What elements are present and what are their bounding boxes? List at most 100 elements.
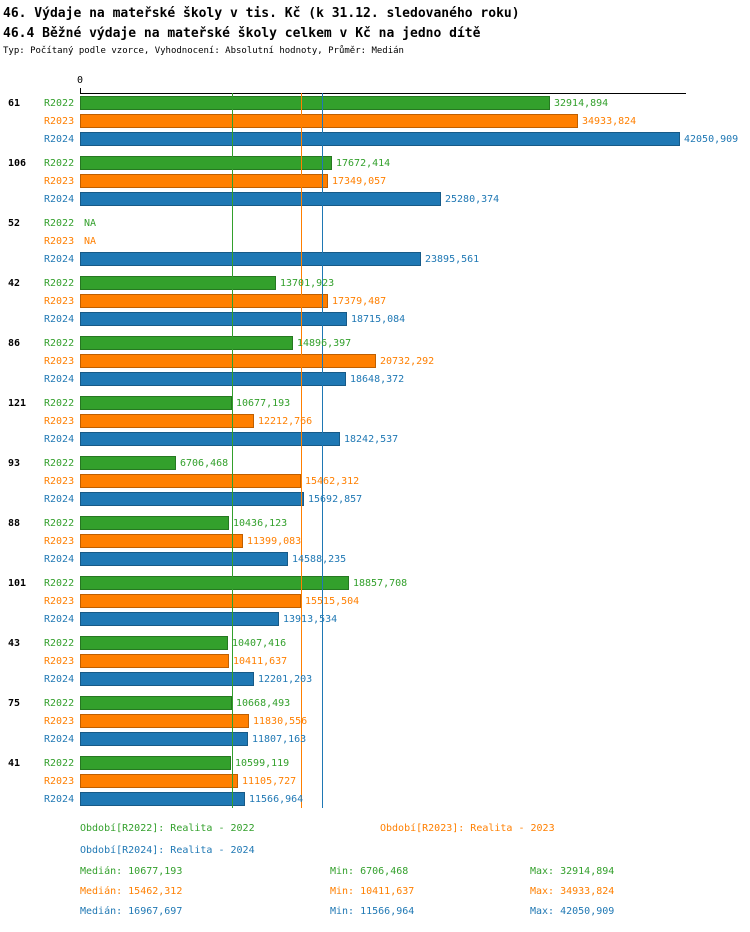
bar	[80, 594, 301, 608]
stat-median-r2022: Medián: 10677,193	[80, 866, 183, 877]
series-label: R2022	[44, 338, 75, 349]
bar-group: 52 R2022 NA R2023 NA R2024 23895,561	[0, 216, 750, 268]
bar-group-label: 41	[8, 758, 21, 769]
stat-max-r2022: Max: 32914,894	[530, 866, 615, 877]
bar-value-label: 10407,416	[232, 638, 287, 649]
bar-value-label: 15515,504	[305, 596, 360, 607]
bar-value-label: 10411,637	[233, 656, 288, 667]
series-label: R2024	[44, 374, 75, 385]
bar-group-label: 61	[8, 98, 21, 109]
chart-subtitle: 46.4 Běžné výdaje na mateřské školy celk…	[3, 26, 481, 41]
bar	[80, 174, 328, 188]
bar-row: R2022 10677,193	[0, 396, 750, 410]
bar	[80, 276, 276, 290]
bar-value-label: 14588,235	[292, 554, 347, 565]
bar-row: R2023 17349,057	[0, 174, 750, 188]
series-label: R2024	[44, 674, 75, 685]
bar-value-label: 17349,057	[332, 176, 387, 187]
bar-value-label: 20732,292	[380, 356, 435, 367]
bar	[80, 252, 421, 266]
series-label: R2024	[44, 434, 75, 445]
bar-group-label: 106	[8, 158, 27, 169]
bar	[80, 432, 340, 446]
bar-value-label: 11566,964	[249, 794, 304, 805]
bar	[80, 576, 349, 590]
bar-group: 75 R2022 10668,493 R2023 11830,556 R2024 11807…	[0, 696, 750, 748]
bar	[80, 672, 254, 686]
bar-row: R2023 15462,312	[0, 474, 750, 488]
series-label: R2023	[44, 716, 75, 727]
bar-value-label: 25280,374	[445, 194, 500, 205]
bar-value-label: 15462,312	[305, 476, 360, 487]
legend-r2024: Období[R2024]: Realita - 2024	[80, 845, 255, 856]
series-label: R2022	[44, 98, 75, 109]
bar	[80, 156, 332, 170]
bar-row: R2022 10599,119	[0, 756, 750, 770]
series-label: R2022	[44, 758, 75, 769]
series-label: R2024	[44, 254, 75, 265]
bar-group: 106 R2022 17672,414 R2023 17349,057 R2024 2528…	[0, 156, 750, 208]
bar	[80, 132, 680, 146]
bar-row: R2024 42050,909	[0, 132, 750, 146]
series-label: R2023	[44, 356, 75, 367]
series-label: R2022	[44, 158, 75, 169]
bar-value-label: 12201,203	[258, 674, 313, 685]
bar-value-label: 11105,727	[242, 776, 297, 787]
bar-row: R2022 10436,123	[0, 516, 750, 530]
bar-row: R2022 13701,923	[0, 276, 750, 290]
series-label: R2022	[44, 698, 75, 709]
x-axis-tick	[80, 88, 81, 93]
bar-group-label: 86	[8, 338, 21, 349]
series-label: R2024	[44, 554, 75, 565]
bar-row: R2023 11399,083	[0, 534, 750, 548]
bar-group-label: 101	[8, 578, 27, 589]
series-label: R2023	[44, 656, 75, 667]
bar-group-label: 88	[8, 518, 21, 529]
stat-min-r2022: Min: 6706,468	[330, 866, 409, 877]
bar-group: 101 R2022 18857,708 R2023 15515,504 R2024 1391…	[0, 576, 750, 628]
series-label: R2023	[44, 116, 75, 127]
bar	[80, 792, 245, 806]
x-axis-zero-label: 0	[76, 75, 84, 86]
bar-row: R2024 18715,084	[0, 312, 750, 326]
series-label: R2024	[44, 134, 75, 145]
bar-row: R2024 11566,964	[0, 792, 750, 806]
bar-row: R2024 13913,534	[0, 612, 750, 626]
bar-value-label: 6706,468	[180, 458, 229, 469]
bar-row: R2022 14896,397	[0, 336, 750, 350]
bar-group-label: 43	[8, 638, 21, 649]
bar-row: R2024 23895,561	[0, 252, 750, 266]
bar-value-label: 18857,708	[353, 578, 408, 589]
series-label: R2022	[44, 638, 75, 649]
legend-r2023: Období[R2023]: Realita - 2023	[380, 823, 555, 834]
series-label: R2024	[44, 794, 75, 805]
chart-type-info: Typ: Počítaný podle vzorce, Vyhodnocení:…	[3, 46, 404, 56]
bar	[80, 474, 301, 488]
bar-group: 41 R2022 10599,119 R2023 11105,727 R2024 11566…	[0, 756, 750, 808]
x-axis-line	[80, 93, 686, 94]
stat-max-r2023: Max: 34933,824	[530, 886, 615, 897]
stat-max-r2024: Max: 42050,909	[530, 906, 615, 917]
series-label: R2023	[44, 236, 75, 247]
bar-group: 93 R2022 6706,468 R2023 15462,312 R2024 15692,…	[0, 456, 750, 508]
bar	[80, 714, 249, 728]
bar	[80, 372, 346, 386]
bar-row: R2022 6706,468	[0, 456, 750, 470]
bar-value-label: 17672,414	[336, 158, 391, 169]
bar	[80, 192, 441, 206]
bar-value-label: 10668,493	[236, 698, 291, 709]
bar-group-label: 121	[8, 398, 27, 409]
bar-value-label: 18648,372	[350, 374, 405, 385]
bar-value-label: 18715,084	[351, 314, 406, 325]
series-label: R2022	[44, 218, 75, 229]
bar-value-label: 11399,083	[247, 536, 302, 547]
bar-value-label: 23895,561	[425, 254, 480, 265]
bar-value-label: 14896,397	[297, 338, 352, 349]
series-label: R2023	[44, 176, 75, 187]
bar	[80, 756, 231, 770]
bar-group: 43 R2022 10407,416 R2023 10411,637 R2024 12201…	[0, 636, 750, 688]
bar-row: R2023 11105,727	[0, 774, 750, 788]
bar-row: R2023 34933,824	[0, 114, 750, 128]
bar-value-label: 17379,487	[332, 296, 387, 307]
